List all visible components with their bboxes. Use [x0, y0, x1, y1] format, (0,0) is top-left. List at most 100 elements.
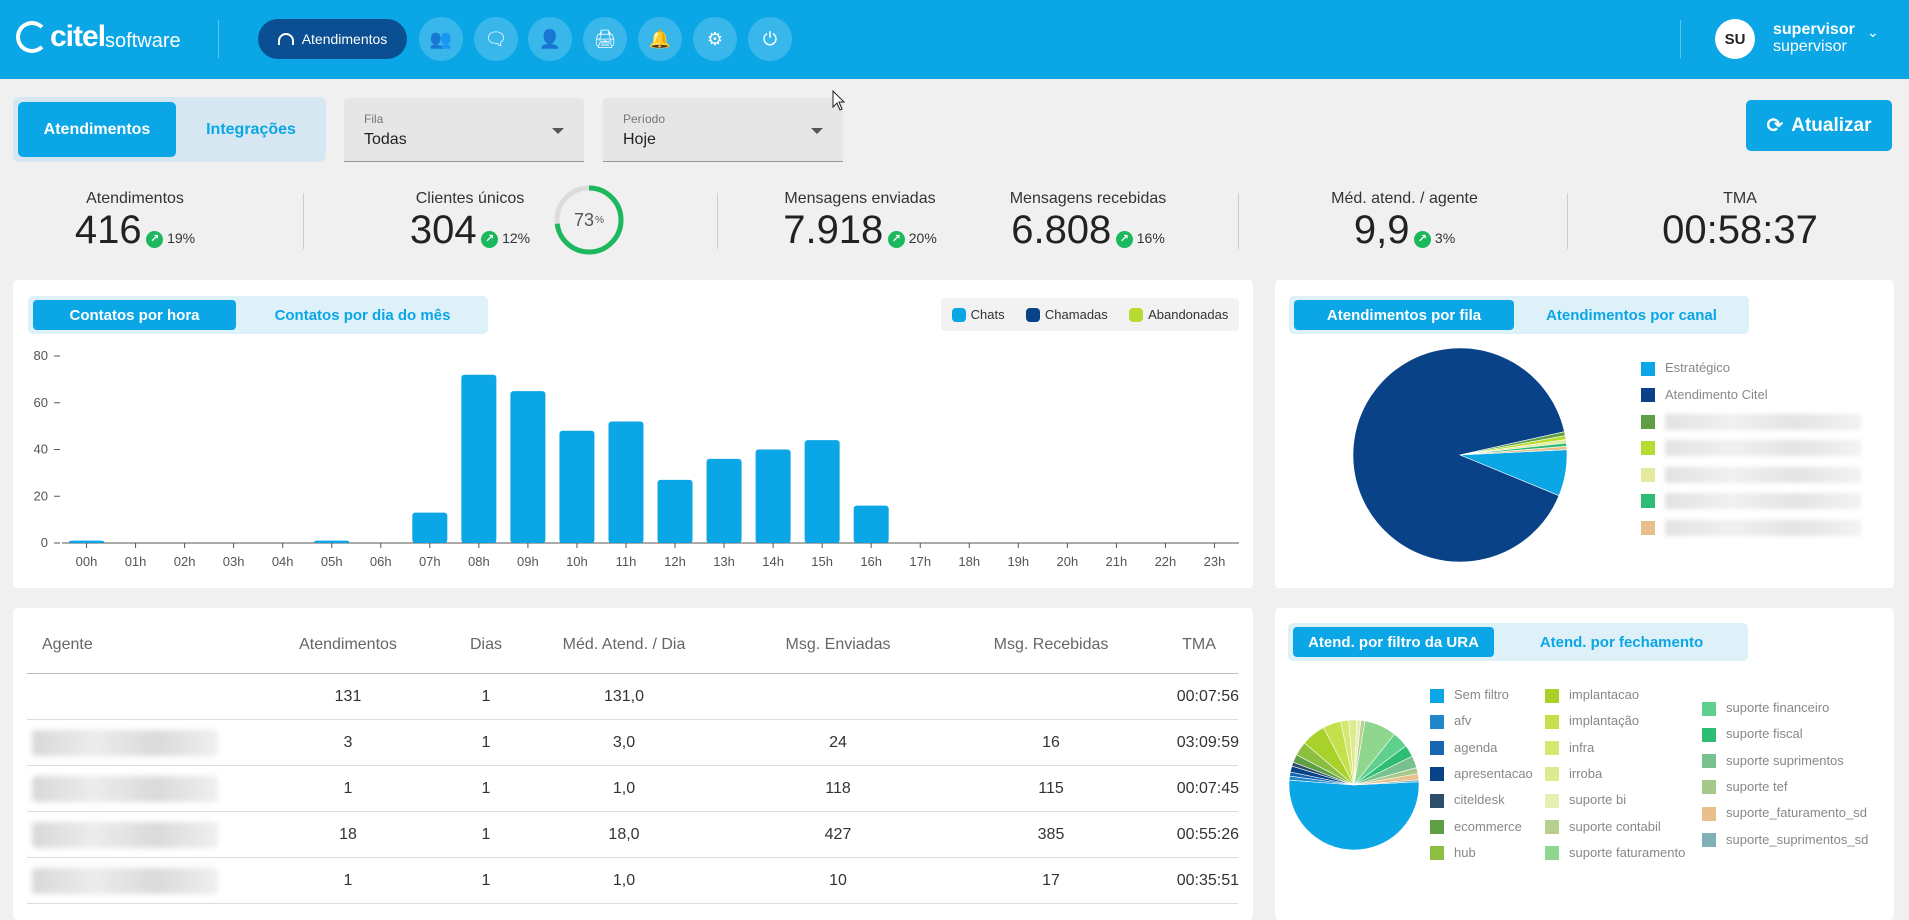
legend-swatch	[1641, 388, 1655, 403]
tab-atend-fila[interactable]: Atendimentos por fila	[1294, 300, 1514, 330]
contacts-icon[interactable]: 👤	[528, 17, 572, 61]
th-agente[interactable]: Agente	[42, 636, 93, 653]
divider	[1567, 193, 1568, 249]
legend-swatch	[1545, 688, 1559, 703]
tab-contatos-hora[interactable]: Contatos por hora	[33, 300, 236, 330]
fila-legend-item[interactable]	[1641, 413, 1861, 430]
ura-legend-item[interactable]: agenda	[1430, 740, 1497, 756]
fila-legend-item[interactable]	[1641, 519, 1861, 536]
x-tick-label: 20h	[1057, 554, 1079, 569]
tab-atendimentos[interactable]: Atendimentos	[18, 102, 176, 157]
legend-chats[interactable]: Chats	[951, 307, 1005, 323]
legend-label: suporte contabil	[1569, 818, 1661, 834]
hourly-legend: Chats Chamadas Abandonadas	[941, 298, 1239, 331]
fila-legend-item[interactable]	[1641, 466, 1861, 483]
x-tick-label: 17h	[909, 554, 931, 569]
ura-tabs: Atend. por filtro da URA Atend. por fech…	[1288, 623, 1748, 661]
ura-legend-item[interactable]: suporte fiscal	[1702, 726, 1803, 742]
ura-legend-item[interactable]: ecommerce	[1430, 819, 1522, 835]
ura-legend-item[interactable]: Sem filtro	[1430, 687, 1509, 703]
ura-legend-item[interactable]: suporte financeiro	[1702, 700, 1829, 716]
fila-pie-chart	[1352, 347, 1568, 563]
ura-legend-item[interactable]: citeldesk	[1430, 792, 1505, 808]
cell-tma: 00:35:51	[1176, 872, 1239, 889]
th-msg-recebidas[interactable]: Msg. Recebidas	[993, 636, 1109, 653]
refresh-button[interactable]: ⟳ Atualizar	[1746, 100, 1892, 151]
ring-progress	[554, 185, 624, 255]
arrow-up-icon: ↗	[481, 230, 499, 248]
divider	[303, 193, 304, 249]
ura-legend-item[interactable]: apresentacao	[1430, 766, 1533, 782]
dashboard-icon	[277, 33, 294, 45]
tab-atend-fechamento[interactable]: Atend. por fechamento	[1539, 633, 1704, 651]
ura-legend-item[interactable]: suporte faturamento	[1545, 845, 1685, 861]
ura-legend-item[interactable]: suporte_faturamento_sd	[1702, 805, 1867, 821]
y-tick-label: 20	[34, 488, 48, 503]
gear-icon[interactable]: ⚙	[693, 17, 737, 61]
fila-legend-item[interactable]: Atendimento Citel	[1641, 387, 1768, 403]
tab-contatos-dia[interactable]: Contatos por dia do mês	[274, 306, 451, 324]
ura-legend-item[interactable]: infra	[1545, 740, 1594, 756]
periodo-select[interactable]: Período Hoje	[603, 98, 843, 162]
ura-legend-item[interactable]: suporte bi	[1545, 792, 1626, 808]
users-icon[interactable]: 👥	[419, 17, 463, 61]
kpi-msg-recebidas: Mensagens recebidas 6.808 ↗ 16%	[1003, 190, 1173, 253]
bar-12h	[657, 479, 693, 543]
th-dias[interactable]: Dias	[469, 636, 503, 653]
agent-name-redacted	[32, 730, 218, 756]
fila-legend-item[interactable]: Estratégico	[1641, 360, 1730, 376]
ura-legend-item[interactable]: hub	[1430, 845, 1476, 861]
row-divider	[27, 719, 1238, 720]
fila-legend-item[interactable]	[1641, 493, 1861, 510]
fila-select[interactable]: Fila Todas	[344, 98, 584, 162]
legend-abandonadas[interactable]: Abandonadas	[1129, 307, 1228, 323]
tab-atend-ura[interactable]: Atend. por filtro da URA	[1293, 627, 1494, 657]
divider	[218, 20, 219, 58]
ura-legend-item[interactable]: implantação	[1545, 713, 1639, 729]
th-msg-enviadas[interactable]: Msg. Enviadas	[785, 636, 891, 653]
ura-legend-item[interactable]: suporte contabil	[1545, 819, 1661, 835]
chat-icon[interactable]: 🗨	[474, 17, 518, 61]
y-tick-label: 60	[34, 395, 48, 410]
th-atendimentos[interactable]: Atendimentos	[299, 636, 397, 653]
chevron-down-icon[interactable]: ⌄	[1867, 24, 1879, 40]
x-tick-label: 15h	[811, 554, 833, 569]
row-divider	[27, 811, 1238, 812]
cell-rec: 115	[1038, 780, 1064, 797]
bell-icon[interactable]: 🔔	[638, 17, 682, 61]
x-tick-label: 23h	[1204, 554, 1226, 569]
ura-legend-item[interactable]: implantacao	[1545, 687, 1639, 703]
ura-slice-0	[1288, 779, 1420, 851]
fila-legend-item[interactable]	[1641, 440, 1861, 457]
bar-16h	[853, 505, 889, 543]
legend-swatch	[1702, 754, 1716, 769]
tab-integracoes[interactable]: Integrações	[206, 120, 296, 138]
cell-atend: 18	[339, 826, 357, 843]
legend-chamadas[interactable]: Chamadas	[1025, 307, 1108, 323]
bar-14h	[755, 449, 791, 543]
cell-media: 1,0	[612, 872, 636, 889]
tab-atend-canal[interactable]: Atendimentos por canal	[1546, 306, 1717, 324]
power-icon[interactable]: ⏻	[748, 17, 792, 61]
avatar[interactable]: SU	[1715, 19, 1755, 59]
ura-legend-item[interactable]: suporte suprimentos	[1702, 753, 1844, 769]
kpi-media-agente: Méd. atend. / agente 9,9 ↗ 3%	[1327, 190, 1482, 253]
caret-down-icon	[552, 128, 564, 134]
ura-legend-item[interactable]: suporte_suprimentos_sd	[1702, 832, 1868, 848]
row-divider	[27, 857, 1238, 858]
citel-logo: citel software	[16, 20, 181, 54]
th-media[interactable]: Méd. Atend. / Dia	[562, 636, 686, 653]
legend-swatch	[1641, 520, 1655, 535]
th-tma[interactable]: TMA	[1182, 636, 1216, 653]
ura-legend-item[interactable]: irroba	[1545, 766, 1602, 782]
user-name[interactable]: supervisor	[1773, 21, 1855, 38]
nav-atendimentos-label: Atendimentos	[301, 31, 388, 47]
nav-atendimentos-button[interactable]: Atendimentos	[258, 19, 407, 59]
legend-label: implantacao	[1569, 687, 1640, 702]
x-tick-label: 14h	[762, 554, 784, 569]
ura-legend-item[interactable]: afv	[1430, 713, 1471, 729]
printer-icon[interactable]: 🖨	[583, 17, 627, 61]
legend-swatch	[1430, 820, 1444, 835]
legend-swatch	[1545, 767, 1559, 782]
ura-legend-item[interactable]: suporte tef	[1702, 779, 1787, 795]
